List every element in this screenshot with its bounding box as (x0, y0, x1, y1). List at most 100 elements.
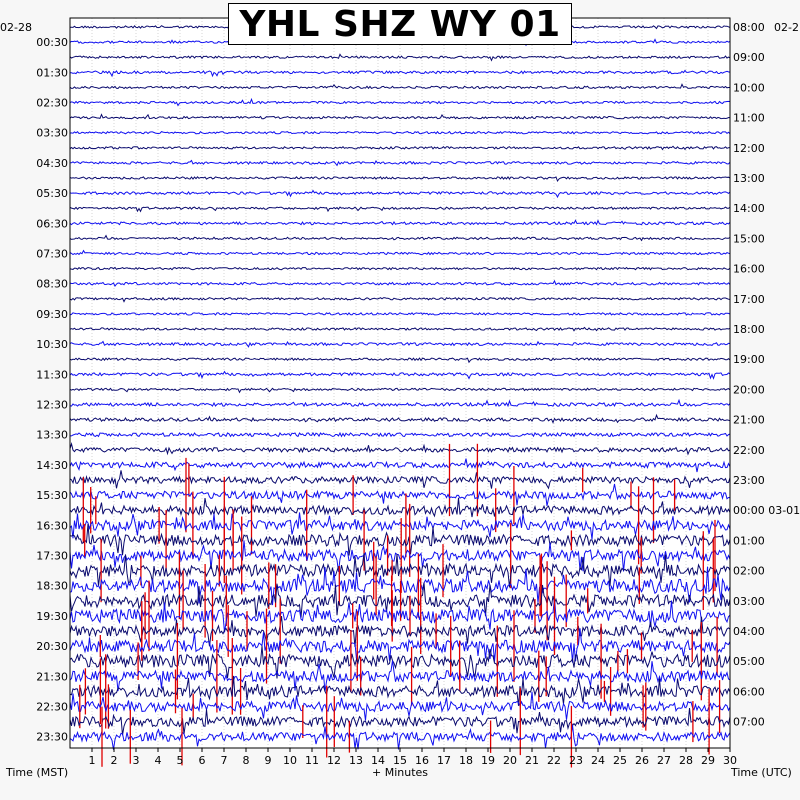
x-tick-label: 21 (525, 754, 539, 767)
left-tick-label: 16:30 (36, 519, 68, 532)
x-tick-label: 14 (371, 754, 385, 767)
trace-line (69, 616, 731, 648)
left-tick-label: 20:30 (36, 640, 68, 653)
trace-line (69, 234, 731, 242)
trace-line (69, 53, 731, 62)
left-tick-label: 00:30 (36, 36, 68, 49)
left-tick-label: 21:30 (36, 670, 68, 683)
x-tick-label: 13 (349, 754, 363, 767)
x-tick-label: 27 (657, 754, 671, 767)
x-tick-label: 17 (437, 754, 451, 767)
trace-line (69, 458, 731, 473)
trace-line (69, 219, 731, 226)
left-tick-label: 10:30 (36, 338, 68, 351)
trace-line (69, 206, 731, 213)
left-tick-label: 01:30 (36, 66, 68, 79)
trace-line (69, 645, 731, 679)
right-tick-label: 07:00 (733, 716, 765, 729)
trace-line (69, 357, 731, 364)
right-tick-label: 11:00 (733, 112, 765, 125)
chart-title: YHL SHZ WY 01 (228, 3, 572, 45)
trace-line (69, 113, 731, 120)
left-tick-label: 19:30 (36, 610, 68, 623)
left-tick-label: 02:30 (36, 97, 68, 110)
x-tick-label: 24 (591, 754, 605, 767)
right-tick-label: 03:00 (733, 595, 765, 608)
right-tick-label: 15:00 (733, 232, 765, 245)
trace-line (69, 431, 731, 438)
trace-line (69, 598, 731, 633)
left-tick-label: 07:30 (36, 248, 68, 261)
trace-line (69, 159, 731, 167)
trace-line (69, 340, 731, 348)
x-tick-label: 22 (547, 754, 561, 767)
x-ticks: 1 2 3 4 5 6 7 8 9 10 11 12 13 14 15 16 17 18 19 20 21 22 23 24 2… (89, 748, 737, 767)
trace-line (69, 97, 731, 107)
trace-line (69, 130, 731, 135)
right-tick-label: 17:00 (733, 293, 765, 306)
x-tick-label: 9 (265, 754, 272, 767)
left-tick-label: 22:30 (36, 701, 68, 714)
right-tick-label: 02:00 (733, 565, 765, 578)
trace-line (69, 189, 731, 199)
left-tick-label: 17:30 (36, 550, 68, 563)
x-tick-label: 10 (283, 754, 297, 767)
trace-line (69, 675, 731, 706)
right-tick-label: 16:00 (733, 263, 765, 276)
trace-line (69, 724, 731, 750)
trace-line (69, 266, 731, 271)
trace-line (69, 387, 731, 394)
x-tick-label: 28 (679, 754, 693, 767)
right-tick-label: 20:00 (733, 383, 765, 396)
right-tick-label: 18:00 (733, 323, 765, 336)
left-tick-label: 03:30 (36, 127, 68, 140)
left-tick-label: 11:30 (36, 368, 68, 381)
x-tick-label: 8 (243, 754, 250, 767)
left-tick-label: 05:30 (36, 187, 68, 200)
trace-line (69, 497, 731, 518)
trace-line (69, 312, 731, 316)
trace-line (69, 398, 731, 408)
right-tick-label: 09:00 (733, 51, 765, 64)
x-axis-left-label: Time (MST) (6, 766, 69, 779)
left-tick-label: 14:30 (36, 459, 68, 472)
right-tick-label: 04:00 (733, 625, 765, 638)
x-tick-label: 25 (613, 754, 627, 767)
right-tick-label: 06:00 (733, 685, 765, 698)
trace-line (69, 413, 731, 424)
x-tick-label: 26 (635, 754, 649, 767)
trace-line (69, 370, 731, 380)
trace-line (69, 523, 731, 556)
trace-line (69, 660, 731, 692)
trace-line (69, 326, 731, 332)
x-tick-label: 3 (133, 754, 140, 767)
left-tick-label: 23:30 (36, 731, 68, 744)
right-tick-label: 13:00 (733, 172, 765, 185)
x-axis-right-label: Time (UTC) (731, 766, 792, 779)
date-right-label: 02-2 (774, 21, 799, 34)
trace-line (69, 83, 730, 90)
x-tick-label: 15 (393, 754, 407, 767)
trace-line (69, 442, 731, 456)
trace-line (69, 512, 731, 540)
right-tick-label: 00:00 03-01 (733, 504, 800, 517)
x-tick-label: 20 (503, 754, 517, 767)
right-tick-label: 19:00 (733, 353, 765, 366)
seismic-traces (69, 23, 731, 768)
date-left-label: 02-28 (0, 21, 32, 34)
x-tick-label: 23 (569, 754, 583, 767)
left-tick-label: 04:30 (36, 157, 68, 170)
left-tick-label: 13:30 (36, 429, 68, 442)
trace-line (69, 145, 731, 151)
right-tick-label: 14:00 (733, 202, 765, 215)
x-tick-label: 18 (459, 754, 473, 767)
right-tick-label: 05:00 (733, 655, 765, 668)
trace-line (69, 470, 731, 490)
x-tick-label: 11 (305, 754, 319, 767)
x-tick-label: 1 (89, 754, 96, 767)
left-tick-label: 06:30 (36, 217, 68, 230)
trace-line (69, 708, 731, 736)
x-tick-label: 6 (199, 754, 206, 767)
right-tick-label: 22:00 (733, 444, 765, 457)
